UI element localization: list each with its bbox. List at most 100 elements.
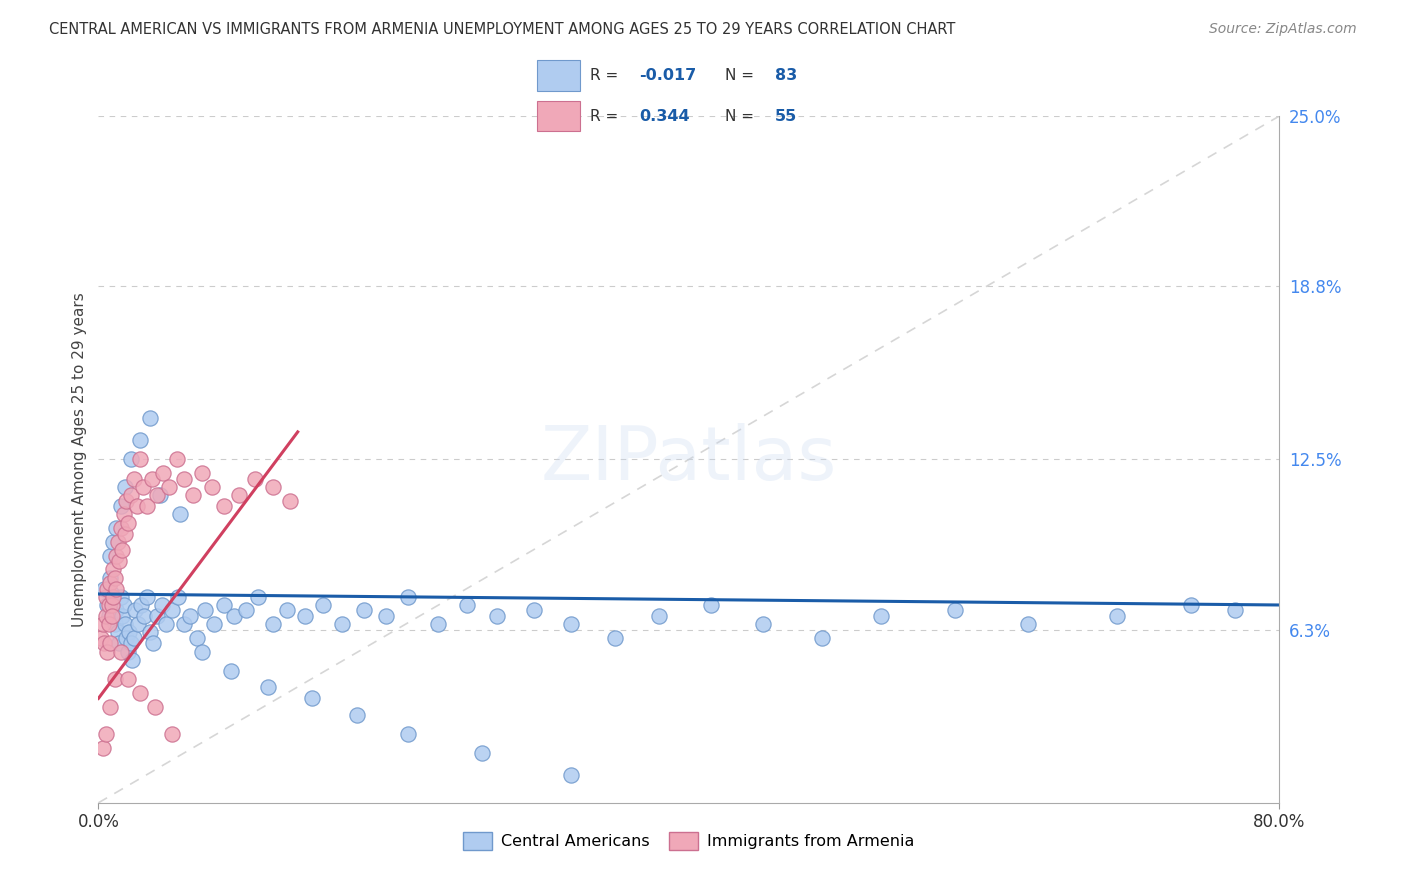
Point — [108, 636, 131, 650]
Point — [125, 499, 148, 513]
Point — [110, 590, 132, 604]
Text: 83: 83 — [775, 68, 797, 83]
Point — [121, 653, 143, 667]
Point — [115, 631, 138, 645]
Point — [94, 727, 117, 741]
Point — [353, 603, 375, 617]
FancyBboxPatch shape — [537, 61, 581, 91]
Point — [427, 617, 450, 632]
Point — [943, 603, 966, 617]
Point — [112, 598, 135, 612]
Text: R =: R = — [591, 68, 623, 83]
Point — [162, 603, 183, 617]
Point — [243, 472, 266, 486]
Point — [560, 768, 582, 782]
Point — [120, 488, 142, 502]
Text: -0.017: -0.017 — [640, 68, 697, 83]
Point — [280, 493, 302, 508]
Point — [648, 609, 671, 624]
Point — [486, 609, 509, 624]
Point — [1180, 598, 1202, 612]
Point — [181, 488, 204, 502]
Legend: Central Americans, Immigrants from Armenia: Central Americans, Immigrants from Armen… — [457, 825, 921, 856]
Point — [108, 554, 131, 568]
Point — [162, 727, 183, 741]
Point — [103, 534, 125, 549]
Point — [94, 609, 117, 624]
Point — [173, 472, 195, 486]
Point — [90, 631, 112, 645]
Point — [143, 699, 166, 714]
Point — [139, 411, 162, 425]
Point — [136, 499, 159, 513]
Point — [191, 645, 214, 659]
Point — [1225, 603, 1247, 617]
Point — [146, 609, 169, 624]
Point — [235, 603, 257, 617]
Point — [312, 598, 335, 612]
Point — [107, 625, 129, 640]
Point — [276, 603, 298, 617]
Point — [110, 521, 132, 535]
Point — [124, 603, 146, 617]
Point — [398, 590, 420, 604]
Point — [105, 521, 128, 535]
Point — [129, 598, 152, 612]
Point — [104, 570, 127, 584]
Point — [155, 617, 177, 632]
Point — [105, 582, 128, 596]
Point — [457, 598, 479, 612]
Point — [167, 590, 190, 604]
Point — [471, 747, 494, 761]
Point — [128, 433, 150, 447]
Point — [122, 472, 145, 486]
Point — [136, 590, 159, 604]
Point — [93, 582, 115, 596]
Point — [110, 499, 132, 513]
Point — [112, 508, 135, 522]
Y-axis label: Unemployment Among Ages 25 to 29 years: Unemployment Among Ages 25 to 29 years — [72, 292, 87, 627]
Text: 55: 55 — [775, 109, 797, 124]
Point — [1107, 609, 1129, 624]
Point — [103, 609, 125, 624]
Text: N =: N = — [725, 68, 759, 83]
Point — [94, 590, 117, 604]
Point — [91, 740, 114, 755]
Point — [330, 617, 353, 632]
Point — [191, 466, 214, 480]
Point — [221, 664, 243, 678]
Point — [139, 625, 162, 640]
Point — [134, 609, 156, 624]
Point — [117, 672, 139, 686]
Point — [560, 617, 582, 632]
Point — [105, 549, 128, 563]
Point — [141, 472, 163, 486]
Point — [98, 699, 121, 714]
Point — [149, 488, 172, 502]
Point — [346, 707, 368, 722]
Point — [100, 609, 122, 624]
Text: CENTRAL AMERICAN VS IMMIGRANTS FROM ARMENIA UNEMPLOYMENT AMONG AGES 25 TO 29 YEA: CENTRAL AMERICAN VS IMMIGRANTS FROM ARME… — [49, 22, 956, 37]
Point — [97, 609, 120, 624]
Point — [212, 598, 235, 612]
Point — [110, 645, 132, 659]
Point — [166, 452, 188, 467]
Text: R =: R = — [591, 109, 623, 124]
Point — [103, 562, 125, 576]
Point — [104, 672, 127, 686]
Point — [115, 493, 138, 508]
Point — [132, 480, 155, 494]
Point — [98, 549, 121, 563]
Point — [228, 488, 250, 502]
Point — [152, 466, 174, 480]
Point — [96, 598, 118, 612]
Point — [398, 727, 420, 741]
Point — [212, 499, 235, 513]
FancyBboxPatch shape — [537, 101, 581, 131]
Point — [114, 617, 136, 632]
Point — [194, 603, 217, 617]
Point — [224, 609, 246, 624]
Point — [91, 617, 114, 632]
Point — [122, 631, 145, 645]
Point — [142, 636, 165, 650]
